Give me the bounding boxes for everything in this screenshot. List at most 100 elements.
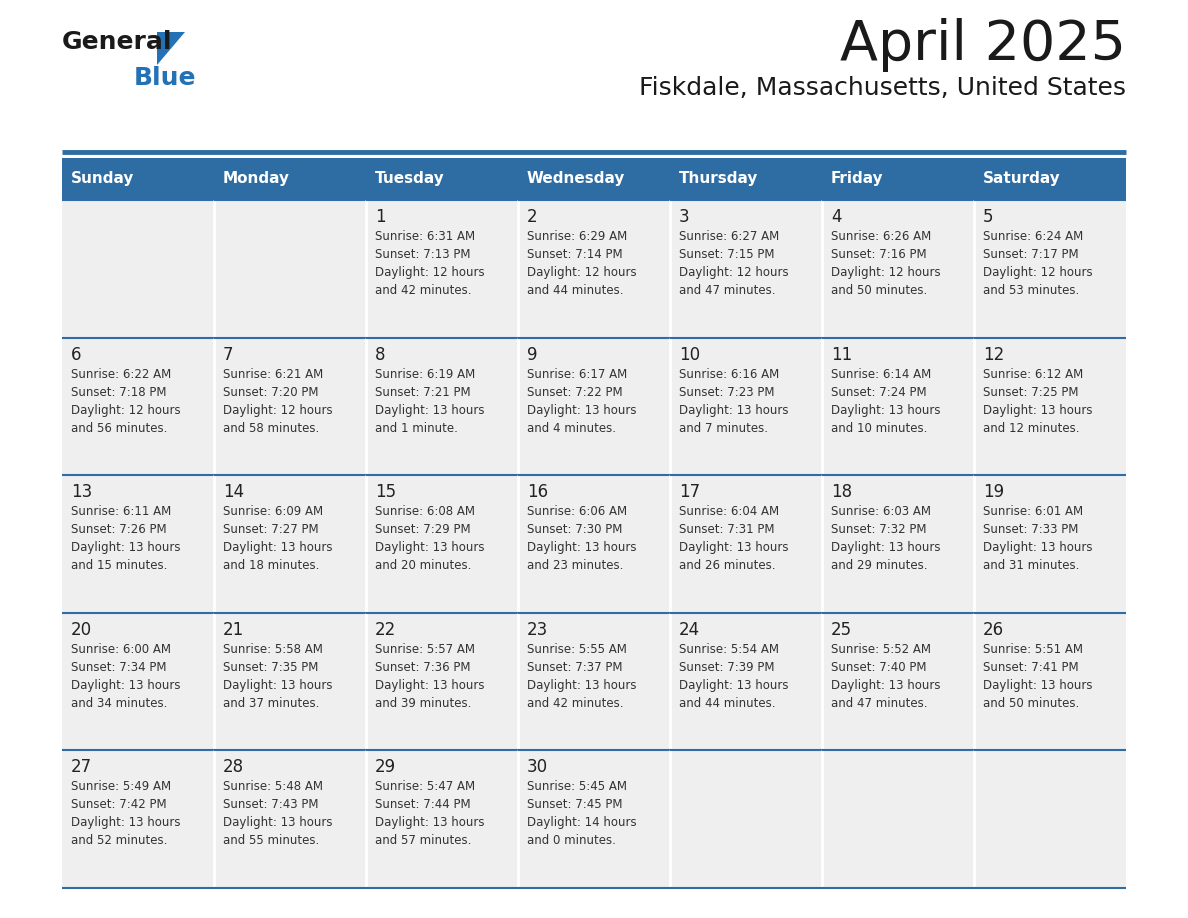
- Text: Sunrise: 6:31 AM: Sunrise: 6:31 AM: [375, 230, 475, 243]
- Text: 11: 11: [830, 345, 852, 364]
- Text: Daylight: 13 hours: Daylight: 13 hours: [680, 542, 789, 554]
- Text: Sunrise: 6:06 AM: Sunrise: 6:06 AM: [527, 505, 627, 518]
- Text: and 44 minutes.: and 44 minutes.: [680, 697, 776, 710]
- Text: Sunset: 7:36 PM: Sunset: 7:36 PM: [375, 661, 470, 674]
- Text: Saturday: Saturday: [982, 172, 1061, 186]
- Bar: [214, 338, 366, 476]
- Text: Daylight: 14 hours: Daylight: 14 hours: [527, 816, 637, 829]
- Bar: [518, 750, 670, 888]
- Bar: [62, 476, 214, 613]
- Text: and 57 minutes.: and 57 minutes.: [375, 834, 472, 847]
- Text: and 44 minutes.: and 44 minutes.: [527, 284, 624, 297]
- Bar: [214, 613, 366, 750]
- Text: and 31 minutes.: and 31 minutes.: [982, 559, 1080, 572]
- Text: 26: 26: [982, 621, 1004, 639]
- Bar: [62, 338, 214, 476]
- Text: Sunset: 7:21 PM: Sunset: 7:21 PM: [375, 386, 470, 398]
- Text: Sunrise: 5:47 AM: Sunrise: 5:47 AM: [375, 780, 475, 793]
- Text: and 0 minutes.: and 0 minutes.: [527, 834, 615, 847]
- Text: Sunrise: 6:29 AM: Sunrise: 6:29 AM: [527, 230, 627, 243]
- Text: Sunrise: 6:26 AM: Sunrise: 6:26 AM: [830, 230, 931, 243]
- Text: 6: 6: [71, 345, 82, 364]
- Text: Daylight: 13 hours: Daylight: 13 hours: [830, 678, 941, 692]
- Text: and 15 minutes.: and 15 minutes.: [71, 559, 168, 572]
- Text: and 20 minutes.: and 20 minutes.: [375, 559, 472, 572]
- Text: and 12 minutes.: and 12 minutes.: [982, 421, 1080, 434]
- Text: April 2025: April 2025: [840, 18, 1126, 72]
- Text: 15: 15: [375, 483, 396, 501]
- Text: Daylight: 13 hours: Daylight: 13 hours: [223, 678, 333, 692]
- Text: and 52 minutes.: and 52 minutes.: [71, 834, 168, 847]
- Bar: [974, 476, 1126, 613]
- Text: Sunrise: 5:45 AM: Sunrise: 5:45 AM: [527, 780, 627, 793]
- Text: Sunset: 7:44 PM: Sunset: 7:44 PM: [375, 799, 470, 812]
- Bar: [214, 750, 366, 888]
- Text: Sunset: 7:34 PM: Sunset: 7:34 PM: [71, 661, 166, 674]
- Text: 20: 20: [71, 621, 93, 639]
- Bar: [822, 200, 974, 338]
- Bar: [670, 338, 822, 476]
- Bar: [518, 338, 670, 476]
- Bar: [822, 476, 974, 613]
- Bar: [670, 750, 822, 888]
- Text: Sunrise: 6:04 AM: Sunrise: 6:04 AM: [680, 505, 779, 518]
- Text: Daylight: 13 hours: Daylight: 13 hours: [71, 678, 181, 692]
- Bar: [62, 158, 214, 200]
- Text: Sunrise: 6:16 AM: Sunrise: 6:16 AM: [680, 367, 779, 381]
- Bar: [822, 158, 974, 200]
- Text: Daylight: 13 hours: Daylight: 13 hours: [527, 678, 637, 692]
- Text: Sunset: 7:16 PM: Sunset: 7:16 PM: [830, 248, 927, 261]
- Text: and 37 minutes.: and 37 minutes.: [223, 697, 320, 710]
- Text: Sunrise: 6:03 AM: Sunrise: 6:03 AM: [830, 505, 931, 518]
- Bar: [518, 200, 670, 338]
- Text: Sunrise: 5:54 AM: Sunrise: 5:54 AM: [680, 643, 779, 655]
- Text: and 34 minutes.: and 34 minutes.: [71, 697, 168, 710]
- Text: 7: 7: [223, 345, 234, 364]
- Text: and 58 minutes.: and 58 minutes.: [223, 421, 320, 434]
- Text: Daylight: 13 hours: Daylight: 13 hours: [680, 404, 789, 417]
- Text: 13: 13: [71, 483, 93, 501]
- Text: and 26 minutes.: and 26 minutes.: [680, 559, 776, 572]
- Text: Sunset: 7:13 PM: Sunset: 7:13 PM: [375, 248, 470, 261]
- Bar: [670, 476, 822, 613]
- Text: Daylight: 12 hours: Daylight: 12 hours: [223, 404, 333, 417]
- Text: Daylight: 12 hours: Daylight: 12 hours: [830, 266, 941, 279]
- Text: Sunset: 7:32 PM: Sunset: 7:32 PM: [830, 523, 927, 536]
- Text: 18: 18: [830, 483, 852, 501]
- Bar: [214, 476, 366, 613]
- Text: and 1 minute.: and 1 minute.: [375, 421, 457, 434]
- Text: Monday: Monday: [223, 172, 290, 186]
- Text: 22: 22: [375, 621, 397, 639]
- Bar: [62, 200, 214, 338]
- Bar: [822, 613, 974, 750]
- Bar: [214, 200, 366, 338]
- Text: 5: 5: [982, 208, 993, 226]
- Text: Sunrise: 6:27 AM: Sunrise: 6:27 AM: [680, 230, 779, 243]
- Text: 30: 30: [527, 758, 548, 777]
- Text: Sunrise: 6:14 AM: Sunrise: 6:14 AM: [830, 367, 931, 381]
- Text: Sunset: 7:23 PM: Sunset: 7:23 PM: [680, 386, 775, 398]
- Text: 9: 9: [527, 345, 537, 364]
- Bar: [974, 613, 1126, 750]
- Text: Sunset: 7:40 PM: Sunset: 7:40 PM: [830, 661, 927, 674]
- Text: Sunset: 7:15 PM: Sunset: 7:15 PM: [680, 248, 775, 261]
- Text: Daylight: 13 hours: Daylight: 13 hours: [375, 404, 485, 417]
- Text: Daylight: 13 hours: Daylight: 13 hours: [375, 678, 485, 692]
- Text: and 42 minutes.: and 42 minutes.: [375, 284, 472, 297]
- Bar: [518, 158, 670, 200]
- Bar: [670, 613, 822, 750]
- Text: 25: 25: [830, 621, 852, 639]
- Text: Sunset: 7:22 PM: Sunset: 7:22 PM: [527, 386, 623, 398]
- Text: and 4 minutes.: and 4 minutes.: [527, 421, 617, 434]
- Text: Tuesday: Tuesday: [375, 172, 444, 186]
- Text: Daylight: 13 hours: Daylight: 13 hours: [830, 542, 941, 554]
- Bar: [366, 476, 518, 613]
- Text: Friday: Friday: [830, 172, 884, 186]
- Text: Sunrise: 6:24 AM: Sunrise: 6:24 AM: [982, 230, 1083, 243]
- Text: Sunset: 7:33 PM: Sunset: 7:33 PM: [982, 523, 1079, 536]
- Text: Daylight: 13 hours: Daylight: 13 hours: [982, 542, 1093, 554]
- Text: Sunrise: 5:48 AM: Sunrise: 5:48 AM: [223, 780, 323, 793]
- Text: 28: 28: [223, 758, 244, 777]
- Text: and 50 minutes.: and 50 minutes.: [982, 697, 1079, 710]
- Text: Sunrise: 6:08 AM: Sunrise: 6:08 AM: [375, 505, 475, 518]
